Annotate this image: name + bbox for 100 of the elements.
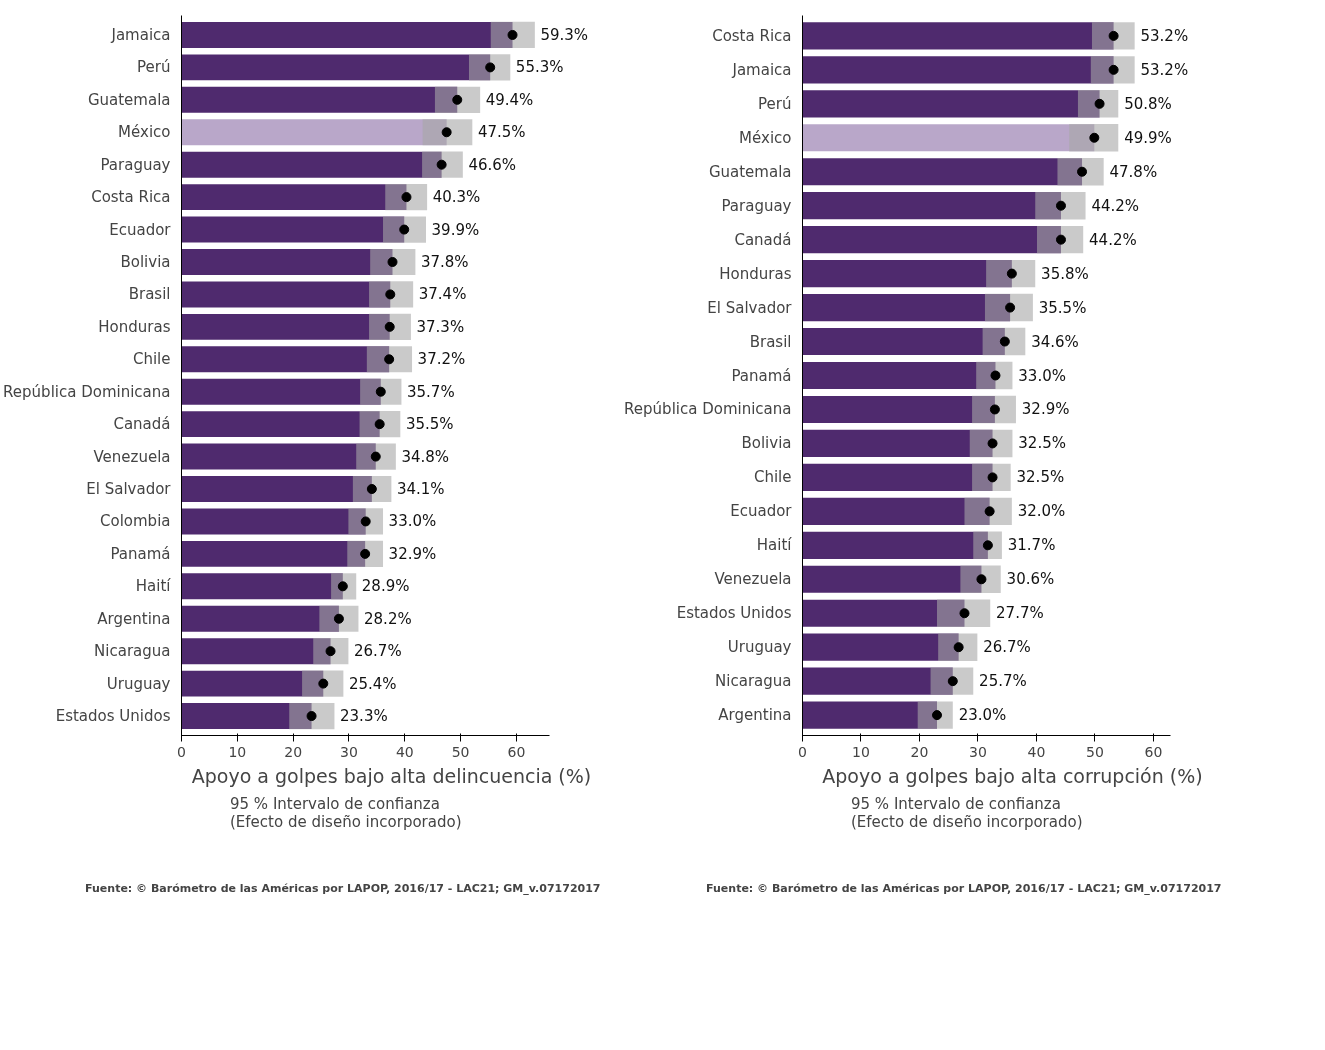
data-label: 40.3% (432, 188, 481, 207)
y-tick-label: Estados Unidos (55, 707, 171, 726)
data-label: 53.2% (1140, 26, 1189, 45)
y-tick-label: Costa Rica (91, 188, 171, 207)
y-tick-label: Argentina (97, 609, 171, 628)
x-tick-label: 50 (451, 743, 470, 760)
data-label: 25.4% (348, 674, 397, 693)
data-label: 35.5% (1038, 298, 1087, 317)
x-tick-label: 40 (395, 743, 414, 760)
y-tick-label: México (739, 128, 792, 147)
data-label: 50.8% (1124, 94, 1172, 113)
y-tick-label: Venezuela (714, 570, 792, 589)
x-tick-label: 40 (1027, 743, 1046, 760)
y-tick-label: Brasil (749, 332, 792, 351)
x-tick-label: 10 (228, 743, 247, 760)
legend-title: 95 % Intervalo de confianza (Efecto de diseño incorporado) (851, 795, 1083, 831)
data-label: 27.7% (996, 604, 1044, 623)
y-tick-label: Haití (756, 536, 793, 555)
y-tick-label: Chile (132, 350, 171, 369)
y-tick-label: Chile (753, 468, 792, 487)
y-tick-label: Bolivia (120, 252, 171, 271)
y-tick-label: Paraguay (721, 196, 792, 215)
y-tick-label: Jamaica (731, 60, 792, 79)
y-tick-label: Haití (135, 577, 172, 596)
data-label: 32.9% (388, 544, 437, 563)
data-label: 37.8% (420, 252, 469, 271)
data-label: 44.2% (1089, 230, 1137, 249)
x-tick-label: 50 (1085, 743, 1104, 760)
y-tick-label: Ecuador (730, 502, 793, 521)
y-tick-label: Costa Rica (712, 26, 792, 45)
data-label: 25.7% (979, 672, 1027, 691)
y-tick-label: Jamaica (110, 25, 171, 44)
data-label: 32.0% (1017, 502, 1066, 521)
data-label: 47.5% (477, 123, 526, 142)
x-tick-label: 60 (507, 743, 526, 760)
x-tick-label: 20 (910, 743, 929, 760)
x-tick-label: 0 (177, 743, 186, 760)
data-label: 31.7% (1007, 536, 1056, 555)
data-label: 33.0% (388, 512, 437, 531)
data-label: 35.7% (407, 382, 455, 401)
y-tick-label: Ecuador (109, 220, 172, 239)
data-label: 23.3% (340, 707, 388, 726)
y-tick-label: Panamá (110, 544, 171, 563)
data-label: 55.3% (515, 58, 564, 77)
x-tick-label: 30 (969, 743, 987, 760)
y-tick-label: Honduras (98, 317, 171, 336)
data-label: 37.2% (417, 350, 466, 369)
data-label: 26.7% (353, 642, 402, 661)
y-tick-label: Guatemala (708, 162, 792, 181)
y-tick-label: Panamá (731, 366, 792, 385)
x-tick-label: 0 (798, 743, 807, 760)
data-label: 49.9% (1124, 128, 1172, 147)
y-tick-label: Colombia (100, 512, 171, 531)
data-label: 34.8% (401, 447, 450, 466)
data-label: 35.5% (405, 415, 454, 434)
data-label: 33.0% (1018, 366, 1066, 385)
y-tick-label: Nicaragua (94, 642, 171, 661)
y-tick-label: Perú (137, 58, 171, 77)
y-tick-label: Uruguay (727, 638, 792, 657)
y-tick-label: Nicaragua (715, 672, 792, 691)
data-label: 37.3% (416, 317, 465, 336)
y-tick-label: República Dominicana (624, 400, 792, 419)
data-label: 26.7% (983, 638, 1031, 657)
y-tick-label: El Salvador (86, 480, 172, 499)
y-tick-label: República Dominicana (3, 382, 171, 401)
y-tick-label: Uruguay (106, 674, 171, 693)
y-tick-label: Honduras (719, 264, 792, 283)
data-label: 34.1% (396, 480, 445, 499)
y-tick-label: Estados Unidos (676, 604, 792, 623)
data-label: 37.4% (418, 285, 467, 304)
data-label: 35.8% (1041, 264, 1089, 283)
x-tick-label: 60 (1144, 743, 1163, 760)
y-tick-label: Brasil (128, 285, 171, 304)
data-label: 32.5% (1018, 434, 1066, 453)
data-label: 46.6% (468, 155, 517, 174)
x-axis-title: Apoyo a golpes bajo alta delincuencia (%) (191, 764, 592, 787)
y-tick-label: Venezuela (93, 447, 171, 466)
legend-title: 95 % Intervalo de confianza (Efecto de diseño incorporado) (230, 795, 462, 831)
y-tick-label: Paraguay (100, 155, 171, 174)
x-tick-label: 30 (340, 743, 358, 760)
y-tick-label: Canadá (734, 230, 792, 249)
y-tick-label: México (118, 123, 171, 142)
y-tick-label: Bolivia (741, 434, 792, 453)
data-label: 32.5% (1016, 468, 1065, 487)
data-label: 30.6% (1006, 570, 1055, 589)
data-label: 39.9% (431, 220, 480, 239)
data-label: 23.0% (958, 706, 1007, 725)
x-axis-title: Apoyo a golpes bajo alta corrupción (%) (822, 764, 1203, 787)
y-tick-label: Canadá (113, 415, 171, 434)
y-tick-label: Argentina (718, 706, 792, 725)
data-label: 53.2% (1140, 60, 1189, 79)
x-tick-label: 10 (852, 743, 870, 760)
data-label: 28.9% (361, 577, 410, 596)
source-note: Fuente: © Barómetro de las Américas por LAPOP, 2016/17 - LAC21; GM_v.07172017 (706, 881, 1222, 895)
data-label: 44.2% (1091, 196, 1140, 215)
x-tick-label: 20 (284, 743, 303, 760)
data-label: 32.9% (1021, 400, 1070, 419)
data-label: 28.2% (364, 609, 412, 628)
data-label: 59.3% (540, 25, 589, 44)
data-label: 47.8% (1109, 162, 1158, 181)
